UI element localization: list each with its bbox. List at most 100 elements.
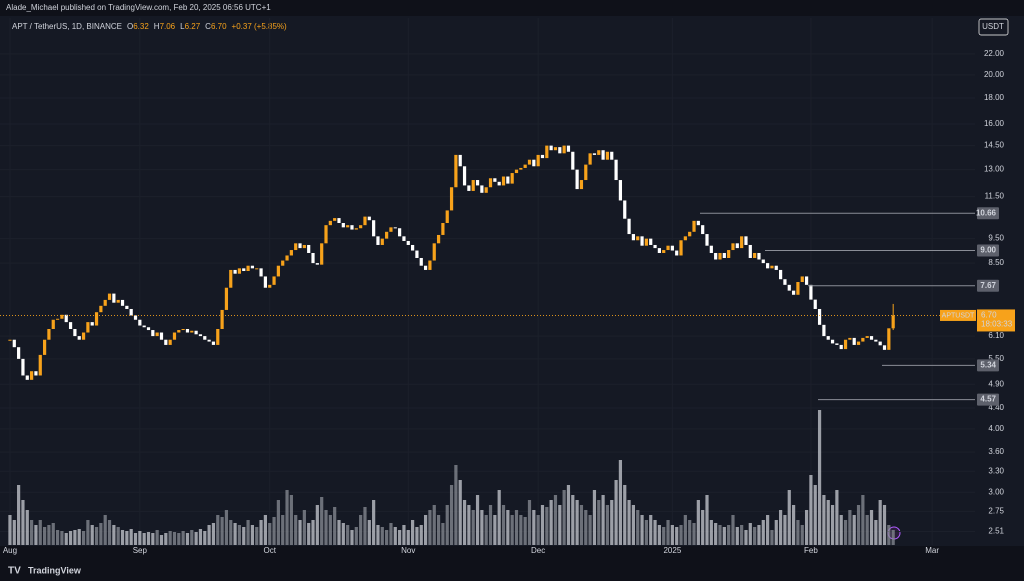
candle-body	[272, 276, 276, 285]
candle-body	[133, 315, 138, 320]
candle-body	[168, 339, 172, 345]
volume-bar	[740, 525, 744, 545]
volume-bar	[263, 515, 267, 545]
candle-body	[891, 315, 895, 329]
volume-bar	[670, 525, 674, 545]
candle-body	[359, 225, 363, 229]
change: +0.37 (+5.85%)	[232, 22, 287, 31]
candle-body	[575, 169, 579, 190]
volume-bar	[224, 510, 229, 545]
candle-body	[51, 319, 55, 329]
volume-bar	[385, 530, 389, 545]
candle-body	[688, 231, 692, 237]
volume-bar	[653, 520, 657, 545]
volume-bar	[623, 485, 627, 545]
candle-body	[467, 185, 471, 191]
volume-bar	[194, 532, 198, 545]
volume-bar	[675, 527, 679, 545]
candle-body	[865, 336, 869, 338]
candle-body	[220, 309, 224, 329]
candle-body	[839, 344, 843, 350]
candle-body	[493, 178, 497, 182]
candle-body	[354, 228, 358, 230]
volume-bar	[281, 515, 285, 545]
volume-bar	[484, 515, 488, 545]
volume-bar	[683, 515, 687, 545]
candle-body	[328, 220, 332, 226]
x-tick-label: Mar	[925, 546, 939, 555]
level-label: 7.67	[980, 281, 996, 290]
candle-body	[735, 243, 739, 249]
candle-body	[94, 312, 99, 326]
volume-bar	[276, 500, 280, 545]
y-tick-label: 22.00	[984, 49, 1005, 58]
candle-body	[549, 145, 553, 151]
candle-body	[151, 330, 155, 337]
volume-bar	[116, 527, 120, 545]
volume-bar	[51, 523, 55, 545]
candle-body	[207, 339, 211, 342]
candle-body	[553, 147, 558, 151]
x-tick-label: Sep	[133, 546, 148, 555]
volume-bar	[337, 520, 341, 545]
volume-bar	[142, 533, 146, 545]
ohlc-value: 6.70	[211, 22, 227, 31]
y-tick-label: 16.00	[984, 119, 1005, 128]
volume-bar	[822, 495, 826, 545]
candle-body	[636, 236, 640, 241]
volume-bar	[566, 485, 571, 545]
volume-bar	[159, 535, 164, 545]
candle-body	[869, 336, 874, 340]
volume-bar	[164, 533, 168, 545]
volume-bar	[636, 510, 640, 545]
candle-body	[276, 265, 280, 277]
volume-bar	[475, 495, 480, 545]
y-tick-label: 13.00	[984, 165, 1005, 174]
candle-body	[731, 243, 735, 251]
volume-bar	[753, 527, 757, 545]
volume-bar	[198, 529, 203, 545]
volume-bar	[393, 527, 397, 545]
candle-body	[610, 151, 614, 160]
currency-box[interactable]	[978, 18, 1009, 36]
volume-bar	[488, 505, 493, 545]
candle-body	[224, 287, 229, 310]
candle-body	[480, 185, 484, 193]
volume-bar	[250, 525, 255, 545]
candle-body	[402, 236, 406, 241]
candle-body	[194, 330, 198, 335]
volume-bar	[315, 505, 319, 545]
y-tick-label: 9.50	[988, 234, 1004, 243]
candle-body	[813, 299, 817, 309]
candle-body	[376, 236, 380, 245]
candle-body	[302, 244, 306, 249]
volume-bar	[523, 517, 527, 545]
volume-bar	[181, 531, 185, 545]
volume-bar	[688, 520, 692, 545]
candle-body	[605, 151, 610, 160]
volume-bar	[120, 530, 125, 545]
volume-bar	[791, 505, 796, 545]
volume-bar	[125, 531, 129, 545]
volume-bar	[259, 520, 263, 545]
volume-bar	[532, 510, 536, 545]
candle-body	[298, 243, 302, 249]
y-tick-label: 4.00	[988, 424, 1004, 433]
volume-bar	[64, 533, 68, 545]
volume-bar	[34, 525, 38, 545]
volume-bar	[246, 520, 250, 545]
volume-bar	[17, 485, 21, 545]
candle-body	[653, 244, 657, 249]
currency[interactable]: USDT	[982, 22, 1004, 31]
candle-body	[484, 187, 488, 193]
candle-body	[779, 269, 783, 280]
x-tick-label: Oct	[264, 546, 277, 555]
volume-bar	[761, 520, 765, 545]
candle-body	[142, 325, 146, 328]
candle-body	[475, 180, 480, 186]
volume-bar	[255, 527, 259, 545]
volume-bar	[402, 525, 406, 545]
volume-bar	[839, 515, 843, 545]
volume-bar	[30, 520, 34, 545]
candle-body	[449, 187, 454, 211]
